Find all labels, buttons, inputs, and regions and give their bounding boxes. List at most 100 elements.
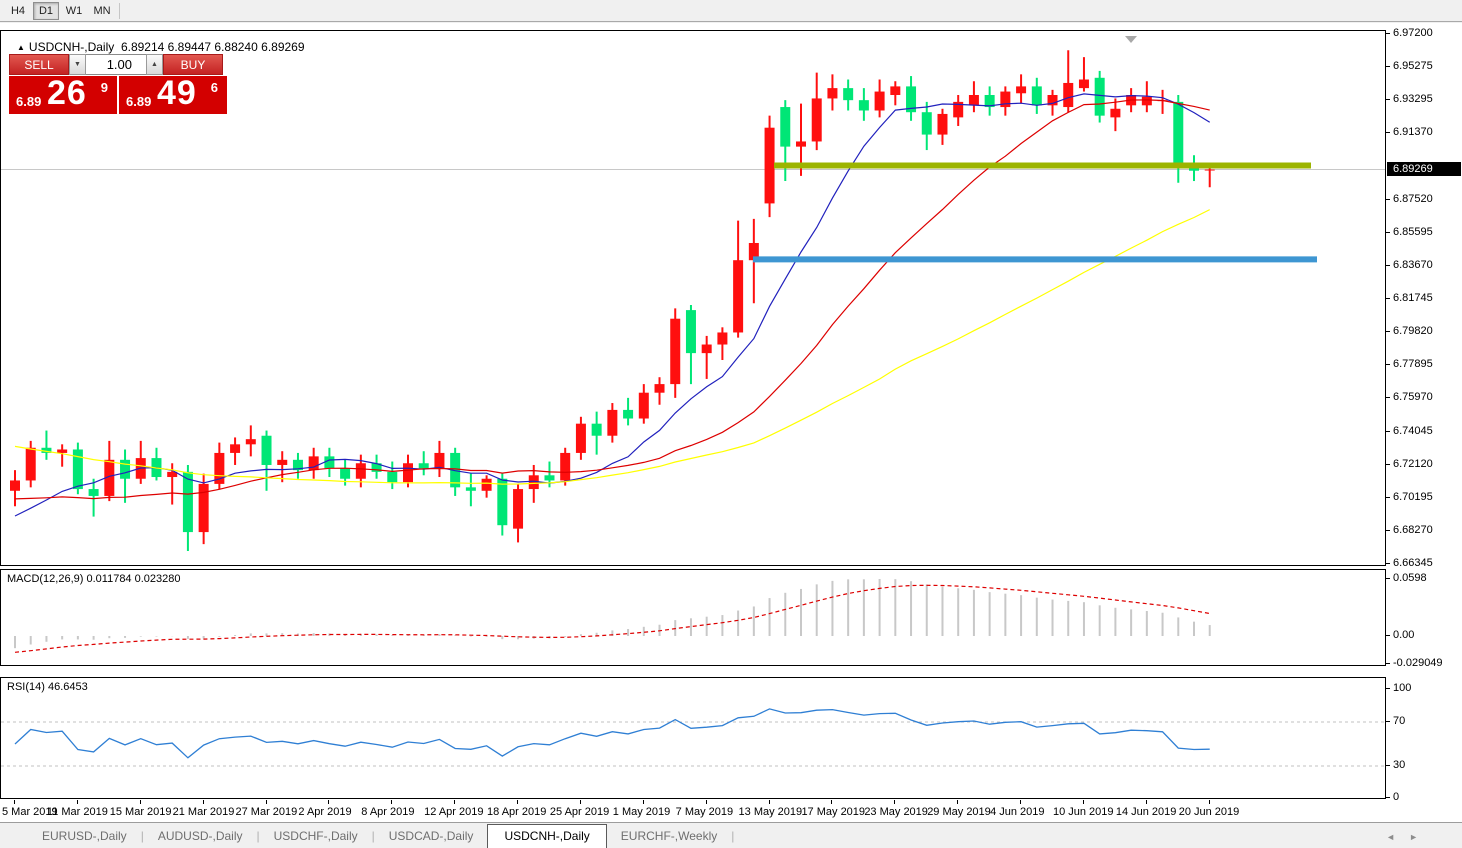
- candle: [434, 440, 445, 478]
- candle: [921, 101, 932, 151]
- macd-signal-value: 0.023280: [134, 573, 181, 585]
- candle: [607, 403, 618, 443]
- date-label: 1 May 2019: [612, 806, 671, 818]
- candle: [591, 411, 602, 455]
- axis-tick-mark: [1386, 529, 1390, 531]
- date-tick-mark: [517, 800, 519, 804]
- candle: [670, 308, 681, 398]
- candle: [403, 454, 413, 488]
- macd-axis-label: 0.0598: [1393, 572, 1427, 584]
- candlestick-chart[interactable]: [1, 31, 1385, 565]
- candle: [638, 384, 649, 424]
- date-tick-mark: [202, 800, 204, 804]
- candle: [104, 440, 115, 502]
- symbol-period-label: USDCNH-,Daily: [28, 40, 115, 54]
- chart-tab-usdchf[interactable]: USDCHF-,Daily: [273, 829, 358, 843]
- timeframe-toolbar: H4 D1 W1 MN: [0, 0, 1462, 22]
- axis-tick-mark: [1386, 563, 1390, 565]
- buy-button[interactable]: BUY: [163, 54, 223, 75]
- candle: [1016, 74, 1027, 104]
- axis-tick-mark: [1386, 264, 1390, 266]
- close-value: 6.89269: [261, 40, 305, 54]
- candle: [371, 454, 382, 479]
- sell-button[interactable]: SELL: [9, 54, 69, 75]
- candle: [497, 473, 508, 536]
- candle: [57, 444, 68, 467]
- price-tick-label: 6.87520: [1393, 192, 1433, 205]
- collapse-triangle-icon[interactable]: ▲: [17, 43, 25, 52]
- date-tick-mark: [894, 800, 896, 804]
- scroll-to-end-marker-icon[interactable]: [1125, 36, 1137, 43]
- candle: [1047, 89, 1058, 116]
- chart-tab-audusd[interactable]: AUDUSD-,Daily: [157, 829, 243, 843]
- price-chart-pane[interactable]: ▲ USDCNH-,Daily 6.89214 6.89447 6.88240 6…: [0, 30, 1386, 566]
- candle: [701, 335, 712, 379]
- candle: [1204, 166, 1215, 188]
- chart-tab-eurchf[interactable]: EURCHF-,Weekly: [620, 829, 718, 843]
- open-value: 6.89214: [120, 40, 165, 54]
- axis-tick-mark: [1386, 721, 1390, 722]
- date-tick-mark: [265, 800, 267, 804]
- candle: [874, 79, 885, 118]
- price-tick-label: 6.66345: [1393, 557, 1433, 570]
- rsi-chart[interactable]: [1, 678, 1385, 798]
- tab-scroll-left-icon[interactable]: ◄: [1386, 832, 1396, 842]
- timeframe-button-d1[interactable]: D1: [33, 1, 59, 20]
- volume-increase-button[interactable]: ▲: [146, 54, 163, 75]
- chart-tab-eurusd[interactable]: EURUSD-,Daily: [42, 829, 127, 843]
- axis-tick-mark: [1386, 688, 1390, 689]
- timeframe-button-mn[interactable]: MN: [89, 1, 115, 20]
- chart-window: ▲ USDCNH-,Daily 6.89214 6.89447 6.88240 6…: [0, 23, 1462, 822]
- date-tick-mark: [957, 800, 959, 804]
- buy-price-quote[interactable]: 6.89 49 6: [119, 74, 227, 114]
- date-tick-mark: [768, 800, 770, 804]
- price-axis[interactable]: 6.97200 6.95275 6.93295 6.91370 6.87520 6.855…: [1386, 23, 1462, 822]
- volume-input[interactable]: [86, 54, 146, 75]
- macd-chart[interactable]: [1, 570, 1385, 665]
- axis-tick-mark: [1386, 331, 1390, 333]
- tab-scroll-right-icon[interactable]: ►: [1409, 832, 1418, 842]
- candle: [827, 74, 838, 111]
- moving-average-21: [14, 99, 1210, 500]
- buy-price-prefix: 6.89: [126, 94, 152, 109]
- macd-axis-label: 0.00: [1393, 629, 1415, 641]
- low-value: 6.88240: [214, 40, 258, 54]
- tab-separator: |: [140, 829, 144, 843]
- date-tick-mark: [1082, 800, 1084, 804]
- date-label: 7 May 2019: [675, 806, 734, 818]
- axis-tick-mark: [1386, 663, 1390, 664]
- date-tick-mark: [391, 800, 393, 804]
- chart-tab-usdcad[interactable]: USDCAD-,Daily: [388, 829, 474, 843]
- chart-tab-usdcnh[interactable]: USDCNH-,Daily: [487, 824, 607, 848]
- sell-price-big-digits: 26: [47, 74, 87, 112]
- tab-separator: |: [371, 829, 375, 843]
- axis-tick-mark: [1386, 765, 1390, 766]
- candle: [1094, 70, 1105, 123]
- candle: [120, 449, 131, 503]
- triangle-up-icon: ▲: [151, 61, 158, 68]
- volume-decrease-button[interactable]: ▼: [69, 54, 86, 75]
- axis-tick-mark: [1386, 231, 1390, 233]
- rsi-axis-label: 70: [1393, 715, 1406, 727]
- tab-separator: |: [731, 829, 735, 843]
- date-label: 18 Apr 2019: [487, 806, 547, 818]
- candle: [513, 483, 524, 543]
- date-tick-mark: [831, 800, 833, 804]
- date-label: 23 May 2019: [864, 806, 928, 818]
- date-label: 27 Mar 2019: [235, 806, 298, 818]
- date-tick-mark: [454, 800, 456, 804]
- timeframe-button-h4[interactable]: H4: [5, 1, 31, 20]
- candle: [968, 81, 979, 113]
- timeframe-button-w1[interactable]: W1: [61, 1, 87, 20]
- date-axis[interactable]: 5 Mar 2019 11 Mar 2019 15 Mar 2019 21 Mar 2…: [0, 800, 1386, 822]
- candle: [685, 304, 696, 385]
- date-label: 14 Jun 2019: [1115, 806, 1177, 818]
- candle: [41, 430, 52, 460]
- sell-price-quote[interactable]: 6.89 26 9: [9, 74, 117, 114]
- rsi-indicator-pane[interactable]: RSI(14) 46.6453: [0, 677, 1386, 799]
- macd-indicator-pane[interactable]: MACD(12,26,9) 0.011784 0.023280: [0, 569, 1386, 666]
- candle: [292, 452, 303, 479]
- sell-price-prefix: 6.89: [16, 94, 42, 109]
- candle: [10, 470, 20, 507]
- candle: [88, 478, 99, 517]
